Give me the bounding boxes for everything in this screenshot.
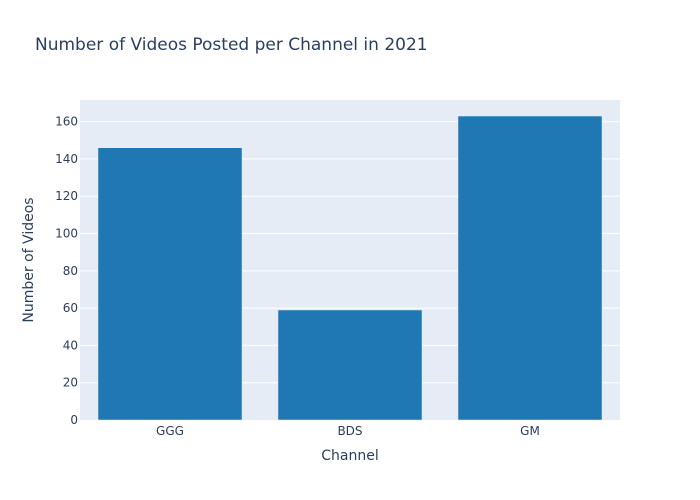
- x-axis-title: Channel: [321, 448, 378, 464]
- chart-title: Number of Videos Posted per Channel in 2…: [35, 35, 428, 55]
- y-tick-label: 160: [55, 115, 78, 129]
- y-tick-label: 100: [55, 227, 78, 241]
- y-axis-ticks: 0 20 40 60 80 100 120 140 160: [55, 115, 78, 427]
- y-tick-label: 60: [63, 301, 78, 315]
- bars: [97, 115, 603, 421]
- y-tick-label: 140: [55, 152, 78, 166]
- bar-ggg[interactable]: [97, 147, 243, 421]
- y-tick-label: 20: [63, 376, 78, 390]
- x-tick-label: GM: [520, 424, 540, 438]
- y-tick-label: 0: [70, 413, 78, 427]
- y-tick-label: 40: [63, 338, 78, 352]
- x-axis-ticks: GGG BDS GM: [156, 424, 540, 438]
- y-tick-label: 80: [63, 264, 78, 278]
- y-axis-title: Number of Videos: [21, 197, 37, 322]
- bar-bds[interactable]: [277, 309, 423, 421]
- x-tick-label: BDS: [337, 424, 362, 438]
- bar-gm[interactable]: [457, 115, 603, 421]
- y-tick-label: 120: [55, 189, 78, 203]
- x-tick-label: GGG: [156, 424, 184, 438]
